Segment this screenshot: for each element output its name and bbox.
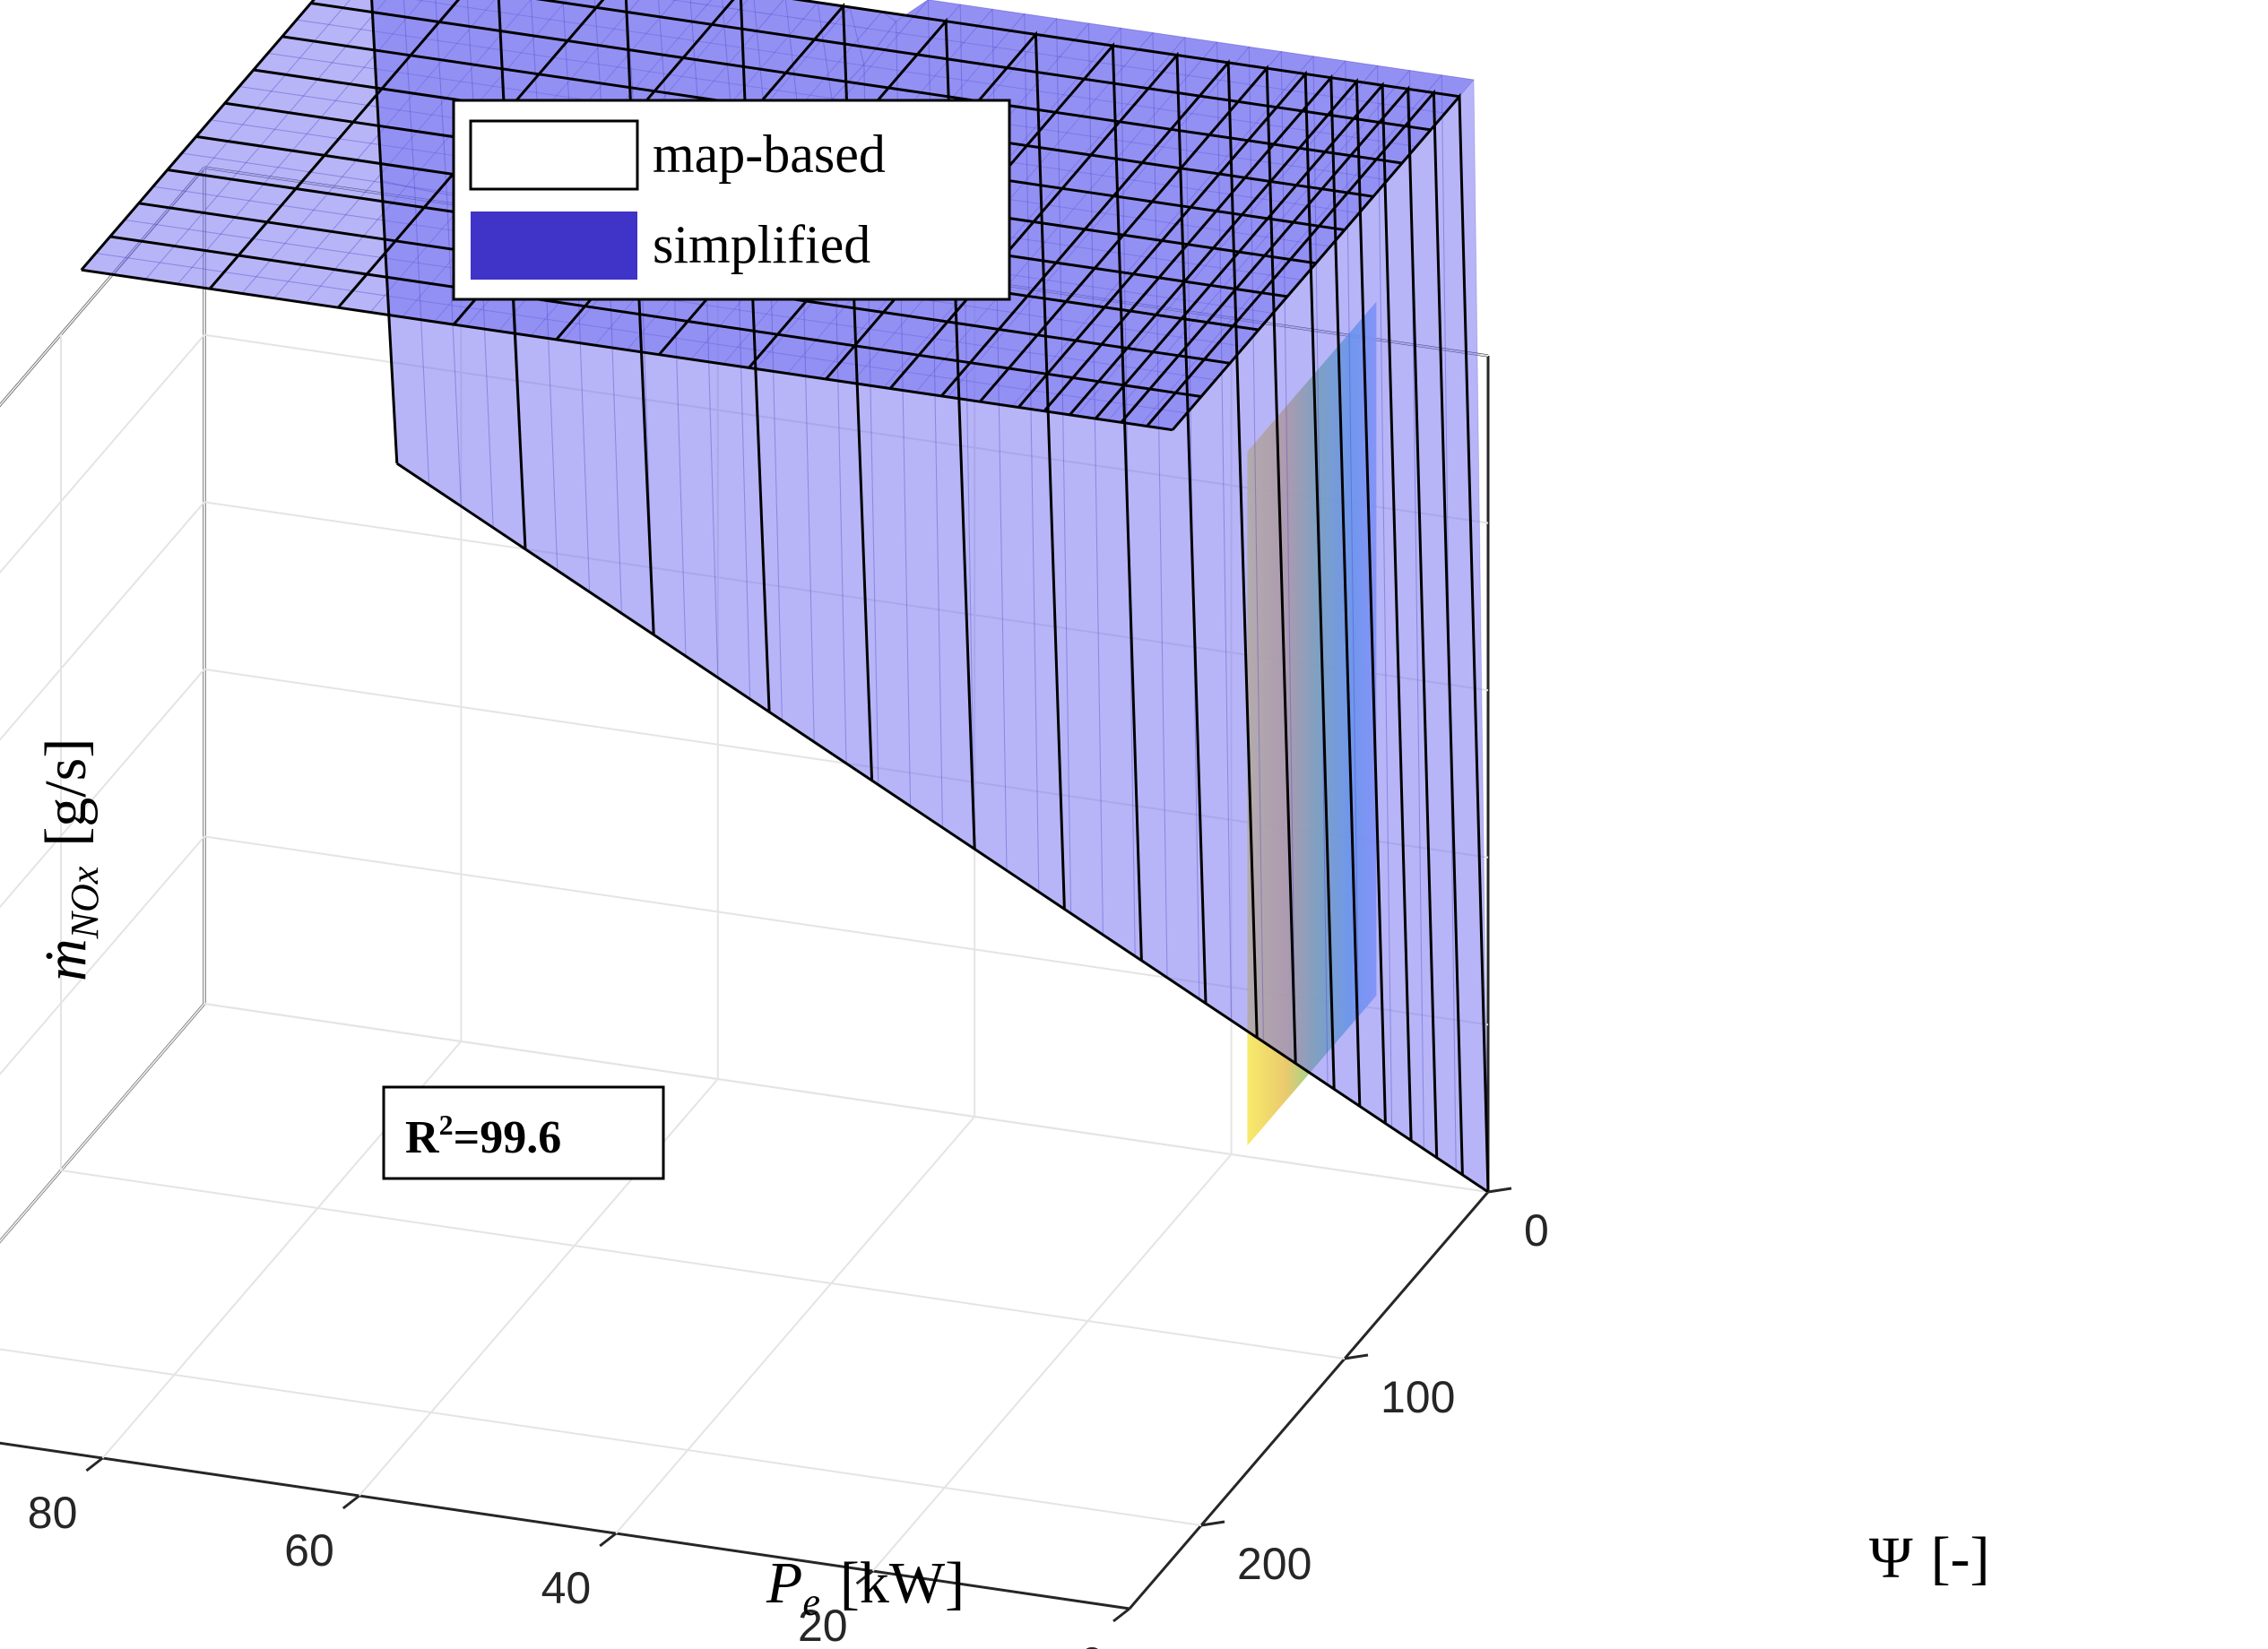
x-axis-unit: [kW] (840, 1550, 965, 1616)
z-axis-unit: [g/s] (33, 738, 99, 847)
x-tick-mark (599, 1532, 618, 1548)
grid-line-z (0, 333, 205, 574)
legend-label-simplified: simplified (653, 215, 870, 274)
map-wireframe-line-p (979, 65, 1297, 1064)
grid-line-x (615, 1116, 975, 1534)
x-tick-mark (855, 1569, 874, 1585)
x-tick-label: 60 (284, 1525, 334, 1576)
map-wireframe-line-psi (395, 462, 1489, 1194)
simplified-surface-patch (371, 0, 416, 189)
y-tick-mark (1200, 1520, 1225, 1527)
x-tick-label: 40 (541, 1563, 592, 1613)
legend: map-based simplified (452, 99, 1011, 301)
y-axis-unit: [-] (1931, 1525, 1990, 1591)
map-wireframe-line-p (1017, 70, 1336, 1090)
annotation-box (382, 1085, 665, 1180)
y-tick-label: 100 (1381, 1372, 1455, 1422)
map-wireframe-line-p (80, 0, 399, 464)
y-axis-symbol: Ψ (1869, 1525, 1913, 1591)
grid-line-z (0, 669, 205, 909)
grid-line-z (0, 835, 205, 1075)
y-tick-label: 0 (1524, 1205, 1549, 1256)
grid-line-y (203, 1003, 1489, 1193)
x-axis-line (0, 1441, 1130, 1610)
map-wireframe-line-p (888, 51, 1208, 1004)
tick-labels: 00.0020.0040.0060.0080.01100806040200200… (28, 1187, 1549, 1649)
map-wireframe-line-psi (792, 0, 1460, 99)
x-tick-mark (1112, 1607, 1130, 1623)
y-tick-mark (1344, 1353, 1369, 1360)
annotation-text: R2=99.6 (405, 1109, 561, 1163)
x-tick-mark (85, 1456, 104, 1472)
z-axis-label: ṁNOx [g/s] (33, 738, 107, 981)
x-tick-label: 0 (1079, 1638, 1104, 1649)
back-floor-edge (0, 1003, 206, 1244)
y-tick-mark (1487, 1187, 1512, 1194)
y-tick-label: 200 (1237, 1539, 1311, 1589)
grid-line-y (60, 1170, 1346, 1360)
simplified-surface-patch (403, 0, 447, 195)
map-wireframe-line-p (940, 58, 1259, 1038)
grid-line-x (0, 1003, 205, 1243)
legend-label-map-based: map-based (653, 125, 886, 184)
legend-swatch-map-based (469, 119, 639, 191)
map-wireframe-line-psi (281, 35, 1374, 198)
x-tick-label: 20 (798, 1601, 848, 1649)
map-wireframe-line-psi (310, 2, 1403, 165)
x-axis-symbol: P (766, 1550, 802, 1616)
x-axis-subscript: e (802, 1580, 820, 1624)
y-axis-line (1128, 1191, 1490, 1610)
grid-line-z (0, 1003, 205, 1243)
x-axis-label: Pe [kW] (766, 1550, 965, 1624)
map-wireframe-line-psi (535, 0, 1432, 132)
grid-line-x (871, 1153, 1233, 1572)
map-wireframe-line-psi (81, 268, 1173, 432)
legend-swatch-simplified (471, 212, 637, 280)
r-squared-annotation: R2=99.6 (382, 1085, 665, 1180)
grid-line-z (0, 501, 205, 741)
grid-line-y (0, 1348, 1202, 1526)
map-wireframe-line-p (208, 0, 527, 549)
x-tick-mark (342, 1494, 360, 1510)
x-tick-label: 80 (28, 1488, 78, 1538)
y-axis-label: Ψ [-] (1869, 1525, 1990, 1591)
z-axis-symbol: ṁ (33, 938, 99, 981)
z-axis-subscript: NOx (63, 866, 107, 939)
